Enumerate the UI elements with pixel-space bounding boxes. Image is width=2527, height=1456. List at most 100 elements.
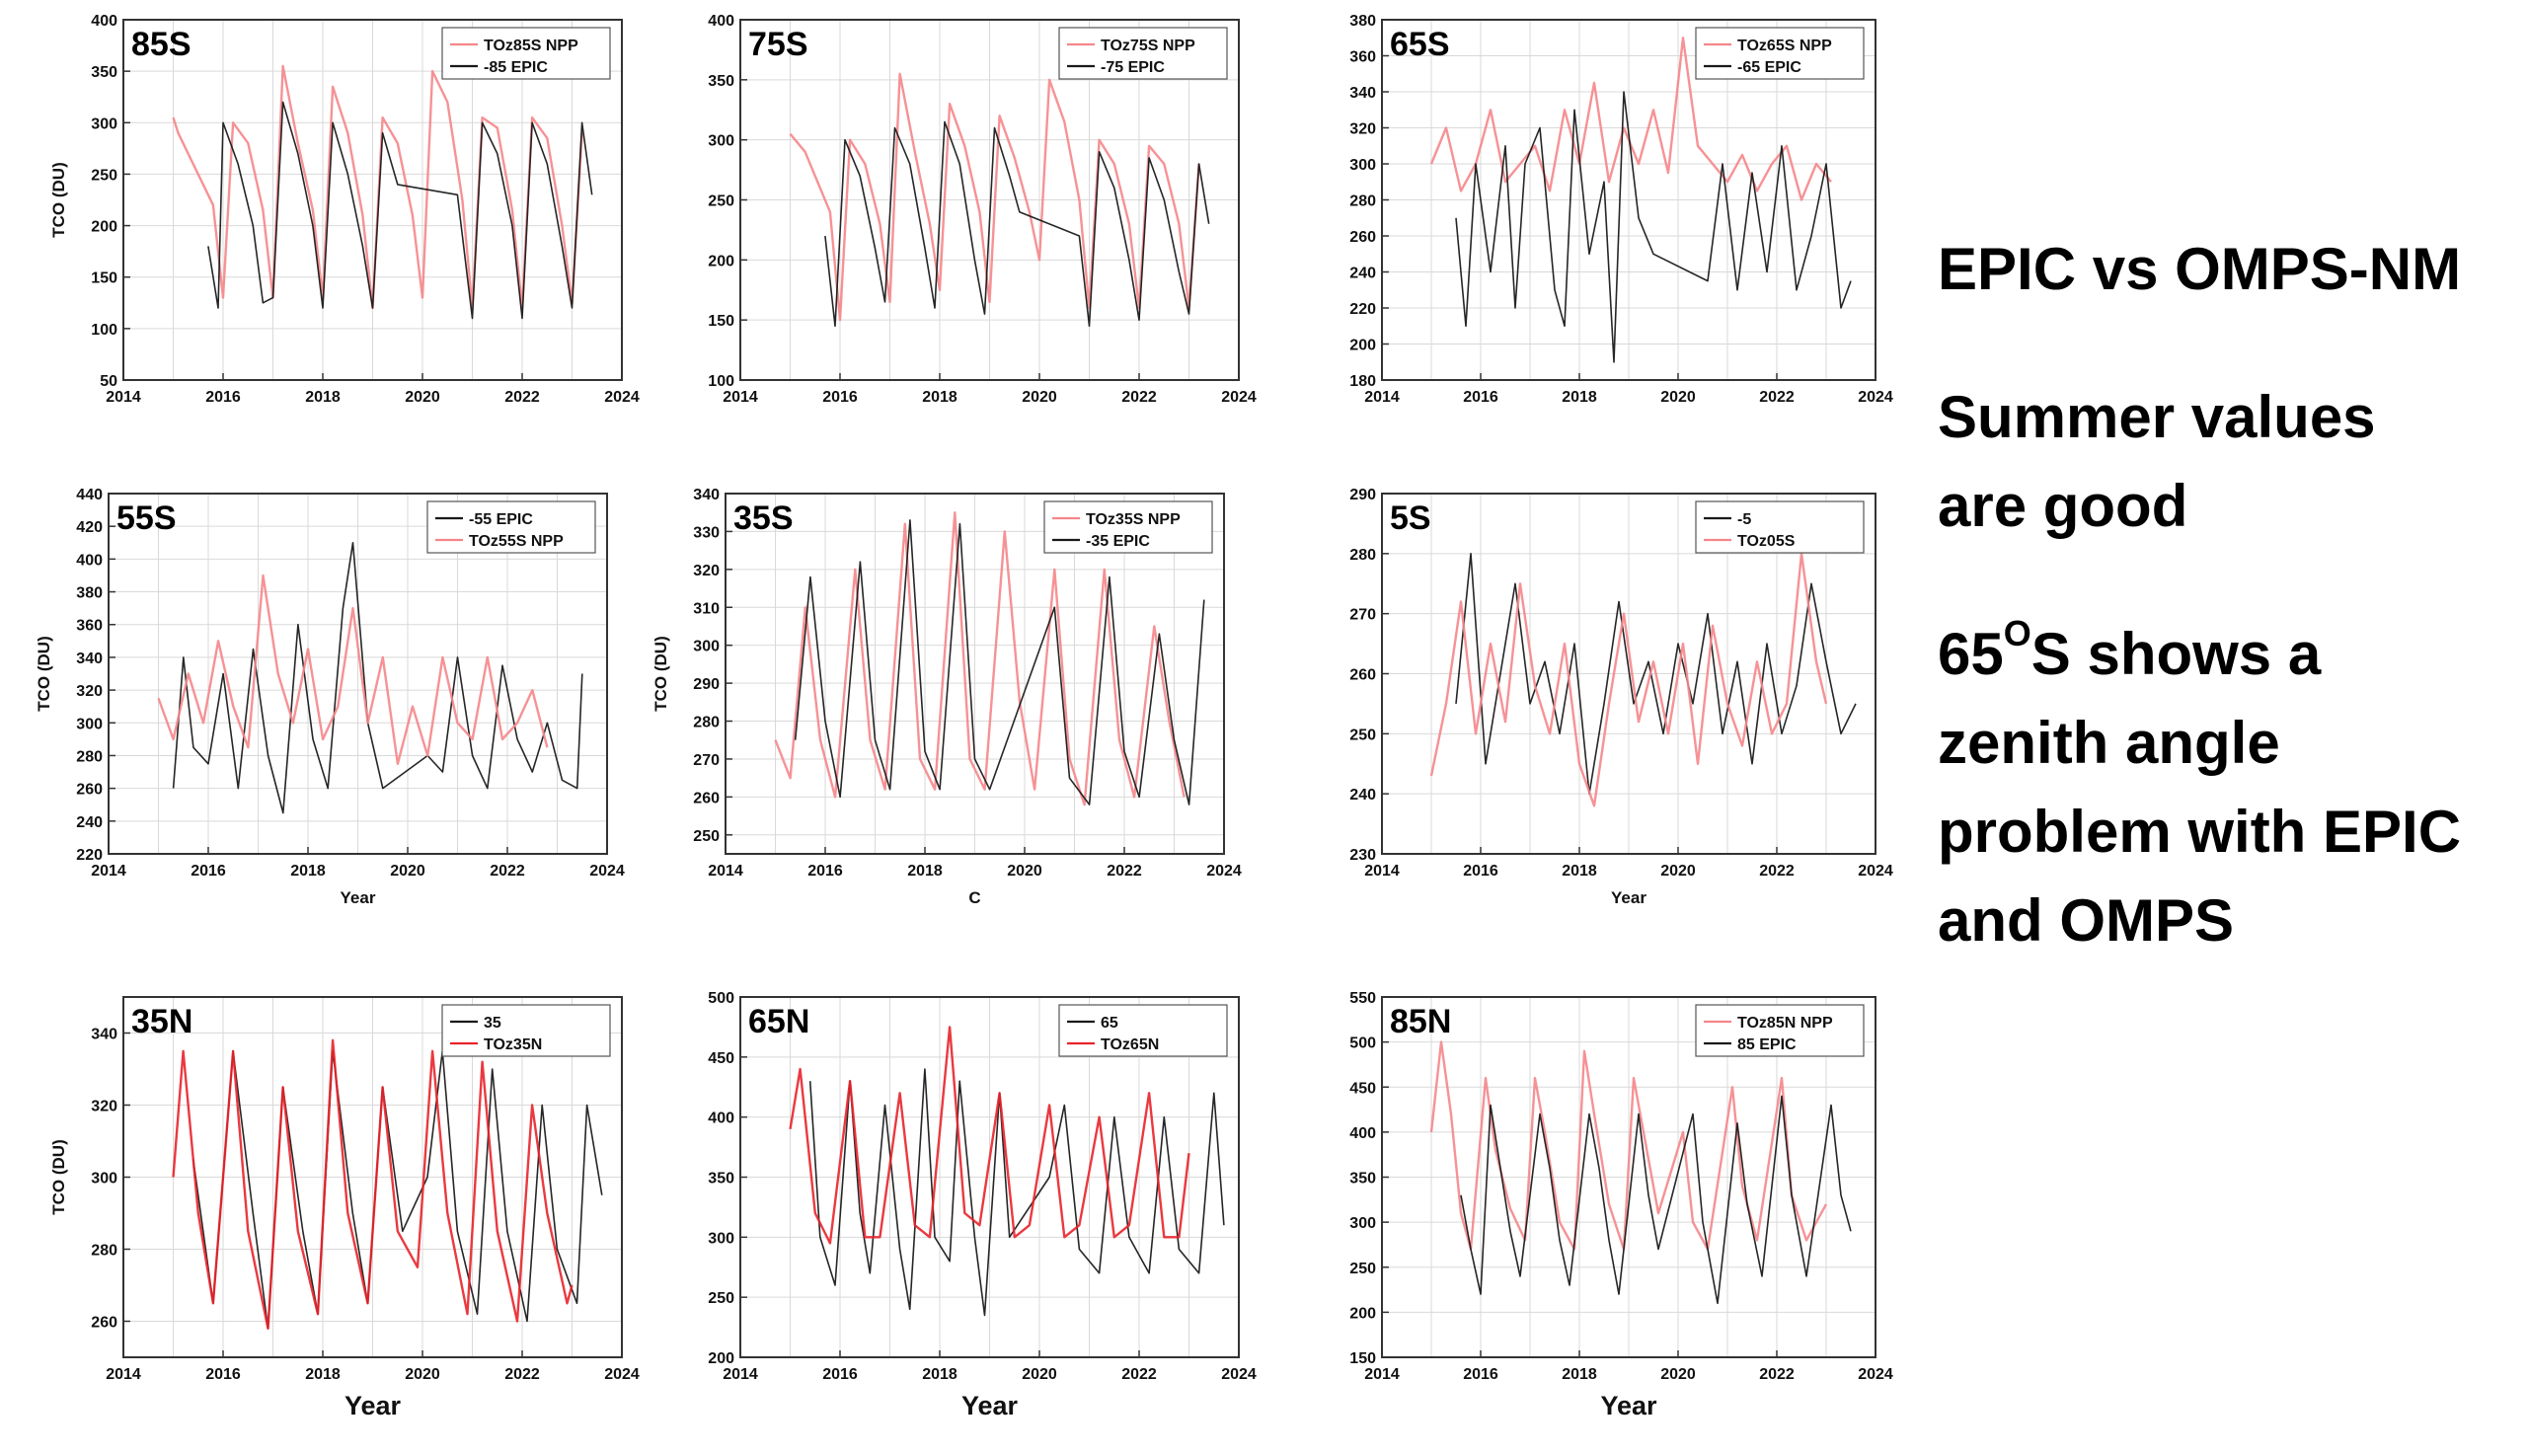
y-tick-label: 440 (76, 487, 103, 503)
y-tick-label: 150 (1349, 1350, 1376, 1367)
x-axis-title: Year (1600, 1391, 1657, 1420)
x-tick-label: 2018 (305, 1366, 341, 1383)
y-tick-label: 250 (708, 1290, 734, 1307)
x-tick-label: 2014 (106, 389, 141, 406)
x-tick-label: 2014 (708, 863, 743, 880)
series-line-1 (1429, 1040, 1828, 1251)
y-tick-label: 200 (1349, 1305, 1376, 1322)
y-tick-label: 240 (1349, 266, 1376, 282)
chart-svg-85n: 2014 2016 2018 2020 2022 2024 150 200 250 300 350 4… (1349, 990, 1893, 1420)
x-tick-label: 2024 (589, 863, 625, 880)
x-tick-label: 2024 (1858, 389, 1893, 406)
note-zenith: 65OS shows a zenith angle problem with EPI… (1938, 610, 2520, 965)
series-line-2 (794, 519, 1205, 805)
x-axis-title: Year (341, 888, 376, 907)
x-tick-label: 2020 (405, 1366, 440, 1383)
x-tick-label: 2016 (205, 389, 241, 406)
y-tick-label: 280 (693, 715, 720, 731)
chart-svg-55s: 2014 2016 2018 2020 2022 2024 220 240 260 280 300 3… (35, 487, 625, 907)
y-axis-title: TCO (DU) (35, 636, 53, 711)
y-tick-label: 400 (708, 13, 734, 30)
legend-box (1058, 1004, 1228, 1057)
note-title: EPIC vs OMPS-NM (1938, 236, 2462, 302)
panel-label: 65N (748, 1003, 809, 1040)
panel-label: 85N (1390, 1003, 1451, 1040)
y-tick-label: 250 (708, 193, 734, 210)
x-tick-label: 2022 (1121, 1366, 1157, 1383)
legend-box (1695, 1004, 1865, 1057)
y-tick-label: 500 (1349, 1035, 1376, 1052)
chart-svg-85s: 2014 2016 2018 2020 2022 2024 50 100 150 200 250 30… (49, 13, 640, 406)
legend-label-1: 35 (484, 1015, 501, 1032)
y-tick-label: 300 (91, 115, 117, 132)
y-tick-label: 280 (76, 748, 103, 765)
chart-svg-5s: 2014 2016 2018 2020 2022 2024 230 240 250 260 270 2… (1349, 487, 1893, 907)
y-tick-label: 230 (1349, 847, 1376, 864)
series-line-1 (1455, 553, 1857, 796)
x-tick-label: 2014 (1364, 1366, 1400, 1383)
y-tick-label: 300 (91, 1171, 117, 1188)
y-tick-label: 450 (1349, 1080, 1376, 1097)
legend-label-1: TOz65S NPP (1737, 38, 1832, 54)
y-tick-label: 300 (708, 1230, 734, 1247)
note-zenith-rest: S shows a (2030, 621, 2322, 687)
y-tick-label: 350 (1349, 1171, 1376, 1188)
x-tick-label: 2016 (205, 1366, 241, 1383)
legend-label-1: 65 (1101, 1015, 1118, 1032)
x-tick-label: 2018 (907, 863, 943, 880)
y-tick-label: 300 (1349, 157, 1376, 174)
y-tick-label: 280 (1349, 547, 1376, 564)
x-tick-label: 2020 (390, 863, 425, 880)
y-tick-label: 200 (91, 219, 117, 236)
y-tick-label: 220 (1349, 301, 1376, 318)
x-tick-label: 2022 (504, 1366, 540, 1383)
y-tick-label: 380 (1349, 13, 1376, 30)
series-line-1 (789, 72, 1200, 322)
panel-label: 85S (131, 26, 191, 63)
chart-panel-85n: 2014 2016 2018 2020 2022 2024 150 200 250 300 350 4… (1293, 987, 1895, 1456)
y-tick-label: 250 (693, 828, 720, 845)
x-tick-label: 2024 (1858, 1366, 1893, 1383)
y-tick-label: 280 (91, 1243, 117, 1260)
notes-panel: EPIC vs OMPS-NM Summer values are good 65… (1938, 225, 2520, 1025)
legend-label-1: TOz85S NPP (484, 38, 578, 54)
series-line-1 (172, 541, 583, 814)
y-tick-label: 330 (693, 524, 720, 541)
legend-label-2: TOz35N (484, 1036, 542, 1053)
x-tick-label: 2022 (504, 389, 540, 406)
y-tick-label: 340 (91, 1027, 117, 1043)
y-tick-label: 350 (91, 64, 117, 81)
y-tick-label: 290 (693, 676, 720, 693)
series-line-1 (808, 1068, 1225, 1317)
legend-box (1058, 27, 1228, 80)
series-line-2 (789, 1026, 1190, 1245)
x-tick-label: 2024 (1206, 863, 1242, 880)
x-tick-label: 2022 (1759, 1366, 1795, 1383)
chart-panel-75s: 2014 2016 2018 2020 2022 2024 100 150 200 250 300 3… (651, 10, 1259, 479)
y-tick-label: 240 (1349, 787, 1376, 804)
x-axis-title: C (968, 888, 980, 907)
x-tick-label: 2020 (1022, 389, 1057, 406)
note-zenith-line-3: problem with EPIC (1938, 799, 2462, 865)
x-tick-label: 2016 (1463, 389, 1498, 406)
y-tick-label: 340 (1349, 85, 1376, 102)
series-line-2 (157, 574, 549, 765)
x-tick-label: 2016 (822, 389, 858, 406)
x-tick-label: 2022 (1121, 389, 1157, 406)
legend-box (1695, 27, 1865, 80)
y-tick-label: 400 (708, 1111, 734, 1127)
y-tick-label: 50 (100, 373, 117, 390)
y-tick-label: 250 (1349, 1261, 1376, 1277)
series-line-2 (1429, 552, 1828, 807)
y-tick-label: 320 (76, 683, 103, 700)
y-tick-label: 360 (1349, 49, 1376, 66)
y-tick-label: 260 (1349, 667, 1376, 684)
y-tick-label: 320 (693, 563, 720, 579)
legend-label-2: -35 EPIC (1086, 533, 1150, 550)
series-line-2 (1455, 91, 1852, 363)
chart-panel-65s: 2014 2016 2018 2020 2022 2024 180 200 220 240 260 2… (1293, 10, 1895, 479)
legend-box (1695, 500, 1865, 554)
note-zenith-line-4: and OMPS (1938, 887, 2235, 954)
y-axis-title: TCO (DU) (49, 162, 68, 237)
x-tick-label: 2022 (1107, 863, 1142, 880)
